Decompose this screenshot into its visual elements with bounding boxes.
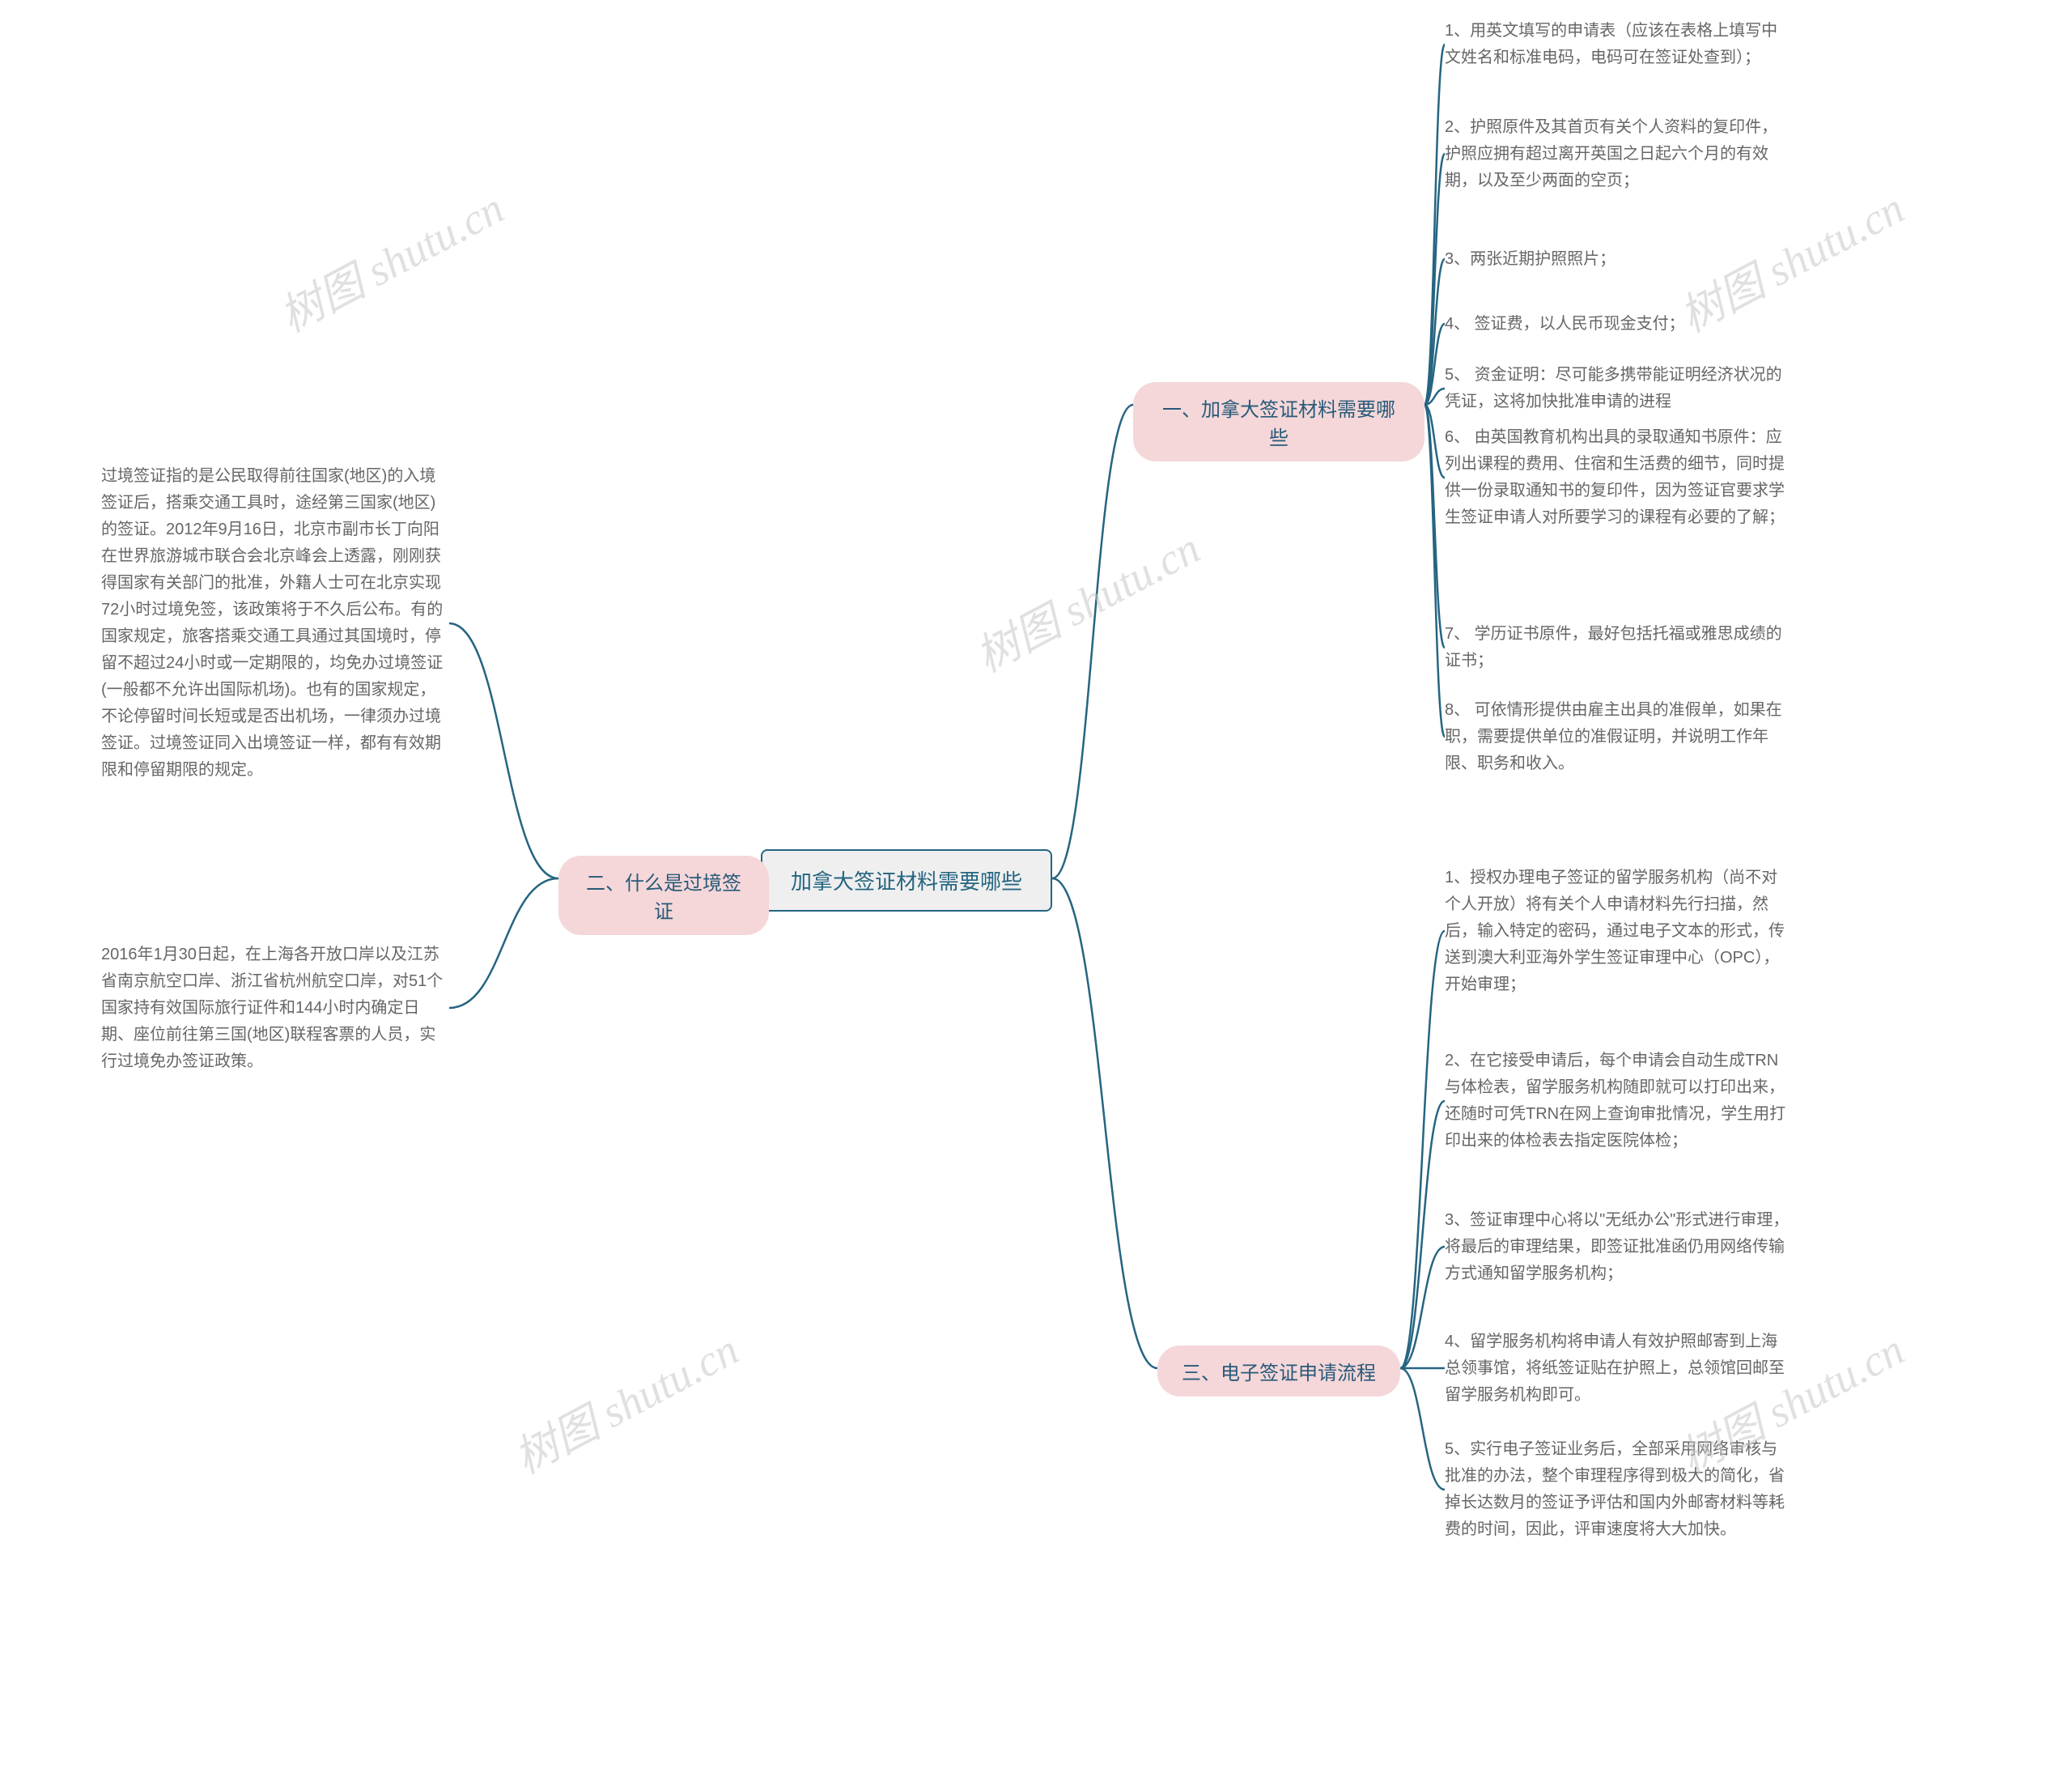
leaf-b2-2-text: 2016年1月30日起，在上海各开放口岸以及江苏省南京航空口岸、浙江省杭州航空口…	[101, 942, 449, 1075]
watermark: 树图 shutu.cn	[266, 172, 513, 344]
leaf-b3-2-text: 2、在它接受申请后，每个申请会自动生成TRN与体检表，留学服务机构随即就可以打印…	[1445, 1048, 1793, 1154]
watermark: 树图 shutu.cn	[962, 512, 1209, 684]
branch-1: 一、加拿大签证材料需要哪些	[1133, 382, 1424, 461]
leaf-b1-2-text: 2、护照原件及其首页有关个人资料的复印件，护照应拥有超过离开英国之日起六个月的有…	[1445, 114, 1793, 194]
leaf-b1-3-text: 3、两张近期护照照片；	[1445, 246, 1616, 273]
leaf-b1-1: 1、用英文填写的申请表（应该在表格上填写中文姓名和标准电码，电码可在签证处查到）…	[1445, 4, 1793, 85]
leaf-b3-4: 4、留学服务机构将申请人有效护照邮寄到上海总领事馆，将纸签证贴在护照上，总领馆回…	[1445, 1324, 1793, 1413]
leaf-b1-5-text: 5、 资金证明：尽可能多携带能证明经济状况的凭证，这将加快批准申请的进程	[1445, 362, 1793, 415]
leaf-b1-6: 6、 由英国教育机构出具的录取通知书原件：应列出课程的费用、住宿和生活费的细节，…	[1445, 409, 1793, 546]
leaf-b1-7-text: 7、 学历证书原件，最好包括托福或雅思成绩的证书；	[1445, 621, 1793, 674]
branch-2-label: 二、什么是过境签证	[583, 867, 745, 924]
leaf-b2-2: 2016年1月30日起，在上海各开放口岸以及江苏省南京航空口岸、浙江省杭州航空口…	[101, 939, 449, 1077]
branch-1-label: 一、加拿大签证材料需要哪些	[1157, 393, 1400, 450]
leaf-b3-3: 3、签证审理中心将以"无纸办公"形式进行审理，将最后的审理结果，即签证批准函仍用…	[1445, 1202, 1793, 1291]
leaf-b3-3-text: 3、签证审理中心将以"无纸办公"形式进行审理，将最后的审理结果，即签证批准函仍用…	[1445, 1207, 1793, 1287]
branch-2: 二、什么是过境签证	[558, 856, 769, 935]
leaf-b1-1-text: 1、用英文填写的申请表（应该在表格上填写中文姓名和标准电码，电码可在签证处查到）…	[1445, 18, 1793, 71]
leaf-b1-7: 7、 学历证书原件，最好包括托福或雅思成绩的证书；	[1445, 619, 1793, 676]
branch-3: 三、电子签证申请流程	[1157, 1346, 1400, 1397]
leaf-b1-4-text: 4、 签证费，以人民币现金支付；	[1445, 311, 1685, 338]
leaf-b3-5-text: 5、实行电子签证业务后，全部采用网络审核与批准的办法，整个审理程序得到极大的简化…	[1445, 1436, 1793, 1543]
leaf-b1-4: 4、 签证费，以人民币现金支付；	[1445, 308, 1793, 340]
leaf-b1-3: 3、两张近期护照照片；	[1445, 243, 1793, 275]
mindmap-canvas: 加拿大签证材料需要哪些 一、加拿大签证材料需要哪些 二、什么是过境签证 三、电子…	[0, 0, 2072, 1777]
leaf-b3-5: 5、实行电子签证业务后，全部采用网络审核与批准的办法，整个审理程序得到极大的简化…	[1445, 1421, 1793, 1558]
leaf-b2-1: 过境签证指的是公民取得前往国家(地区)的入境签证后，搭乘交通工具时，途经第三国家…	[101, 445, 449, 801]
leaf-b2-1-text: 过境签证指的是公民取得前往国家(地区)的入境签证后，搭乘交通工具时，途经第三国家…	[101, 463, 449, 784]
leaf-b3-4-text: 4、留学服务机构将申请人有效护照邮寄到上海总领事馆，将纸签证贴在护照上，总领馆回…	[1445, 1328, 1793, 1409]
leaf-b1-8: 8、 可依情形提供由雇主出具的准假单，如果在职，需要提供单位的准假证明，并说明工…	[1445, 696, 1793, 777]
root-label: 加拿大签证材料需要哪些	[791, 865, 1022, 895]
leaf-b1-6-text: 6、 由英国教育机构出具的录取通知书原件：应列出课程的费用、住宿和生活费的细节，…	[1445, 424, 1793, 531]
leaf-b3-2: 2、在它接受申请后，每个申请会自动生成TRN与体检表，留学服务机构随即就可以打印…	[1445, 1044, 1793, 1158]
branch-3-label: 三、电子签证申请流程	[1182, 1357, 1376, 1385]
root-node: 加拿大签证材料需要哪些	[761, 849, 1052, 912]
leaf-b1-8-text: 8、 可依情形提供由雇主出具的准假单，如果在职，需要提供单位的准假证明，并说明工…	[1445, 697, 1793, 777]
watermark: 树图 shutu.cn	[501, 1314, 748, 1486]
leaf-b3-1-text: 1、授权办理电子签证的留学服务机构（尚不对个人开放）将有关个人申请材料先行扫描，…	[1445, 865, 1793, 998]
leaf-b3-1: 1、授权办理电子签证的留学服务机构（尚不对个人开放）将有关个人申请材料先行扫描，…	[1445, 862, 1793, 1000]
leaf-b1-2: 2、护照原件及其首页有关个人资料的复印件，护照应拥有超过离开英国之日起六个月的有…	[1445, 113, 1793, 194]
